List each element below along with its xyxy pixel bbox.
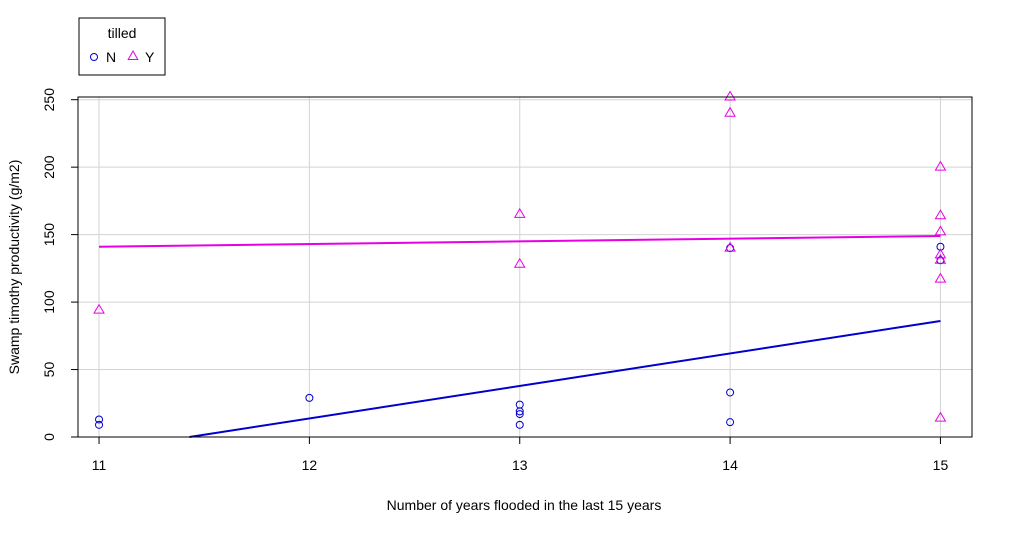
y-tick-label: 200 xyxy=(41,155,57,179)
data-point-y xyxy=(93,303,105,314)
legend-title: tilled xyxy=(108,25,137,41)
y-tick-label: 0 xyxy=(41,433,57,441)
legend-marker-n xyxy=(90,53,98,61)
x-tick-label: 14 xyxy=(722,457,738,473)
data-point-n xyxy=(726,388,735,397)
legend-box xyxy=(78,17,166,76)
y-tick-label: 150 xyxy=(41,223,57,247)
fit-line-n xyxy=(189,319,941,438)
fit-line-y xyxy=(99,234,941,248)
y-axis-title: Swamp timothy productivity (g/m2) xyxy=(6,160,22,375)
data-point-y xyxy=(724,241,736,252)
data-point-y xyxy=(934,160,947,171)
data-point-y xyxy=(934,248,947,259)
data-point-n xyxy=(515,410,524,419)
data-point-y xyxy=(724,106,736,117)
legend-label-y: Y xyxy=(145,49,155,65)
data-point-n xyxy=(726,418,735,427)
legend-marker-y xyxy=(127,49,139,60)
x-axis-title: Number of years flooded in the last 15 y… xyxy=(387,497,662,513)
x-tick-label: 13 xyxy=(512,457,528,473)
legend-label-n: N xyxy=(106,49,116,65)
x-tick-label: 15 xyxy=(933,457,949,473)
data-point-n xyxy=(305,393,314,402)
data-point-y xyxy=(934,225,947,236)
data-point-n xyxy=(95,420,104,429)
data-point-n xyxy=(95,415,104,424)
plot-frame xyxy=(77,96,973,438)
legend: tilled N Y xyxy=(78,17,166,76)
data-point-y xyxy=(513,257,526,268)
data-point-n xyxy=(515,420,524,429)
data-points-layer xyxy=(93,90,947,429)
x-tick-label: 12 xyxy=(302,457,318,473)
data-point-y xyxy=(934,253,947,264)
y-tick-label: 100 xyxy=(41,290,57,314)
y-tick-label: 250 xyxy=(41,88,57,112)
y-tick-label: 50 xyxy=(41,362,57,378)
data-point-y xyxy=(934,272,947,283)
data-point-y xyxy=(513,207,526,218)
data-point-n xyxy=(515,400,524,409)
fit-lines-layer xyxy=(99,234,941,438)
data-point-y xyxy=(724,90,736,101)
data-point-y xyxy=(934,209,947,220)
x-tick-label: 11 xyxy=(92,457,107,473)
data-point-y xyxy=(934,411,947,422)
